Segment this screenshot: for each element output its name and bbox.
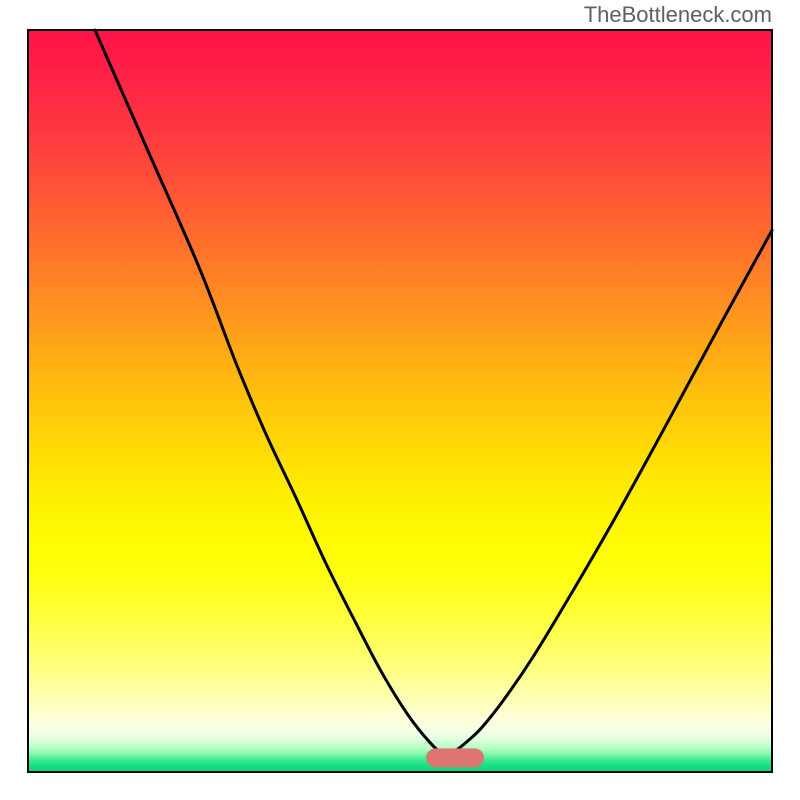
gradient-background bbox=[28, 30, 772, 772]
optimum-marker bbox=[426, 748, 484, 767]
watermark-text: TheBottleneck.com bbox=[584, 2, 772, 28]
bottleneck-curve-chart bbox=[0, 0, 800, 800]
chart-root: TheBottleneck.com bbox=[0, 0, 800, 800]
